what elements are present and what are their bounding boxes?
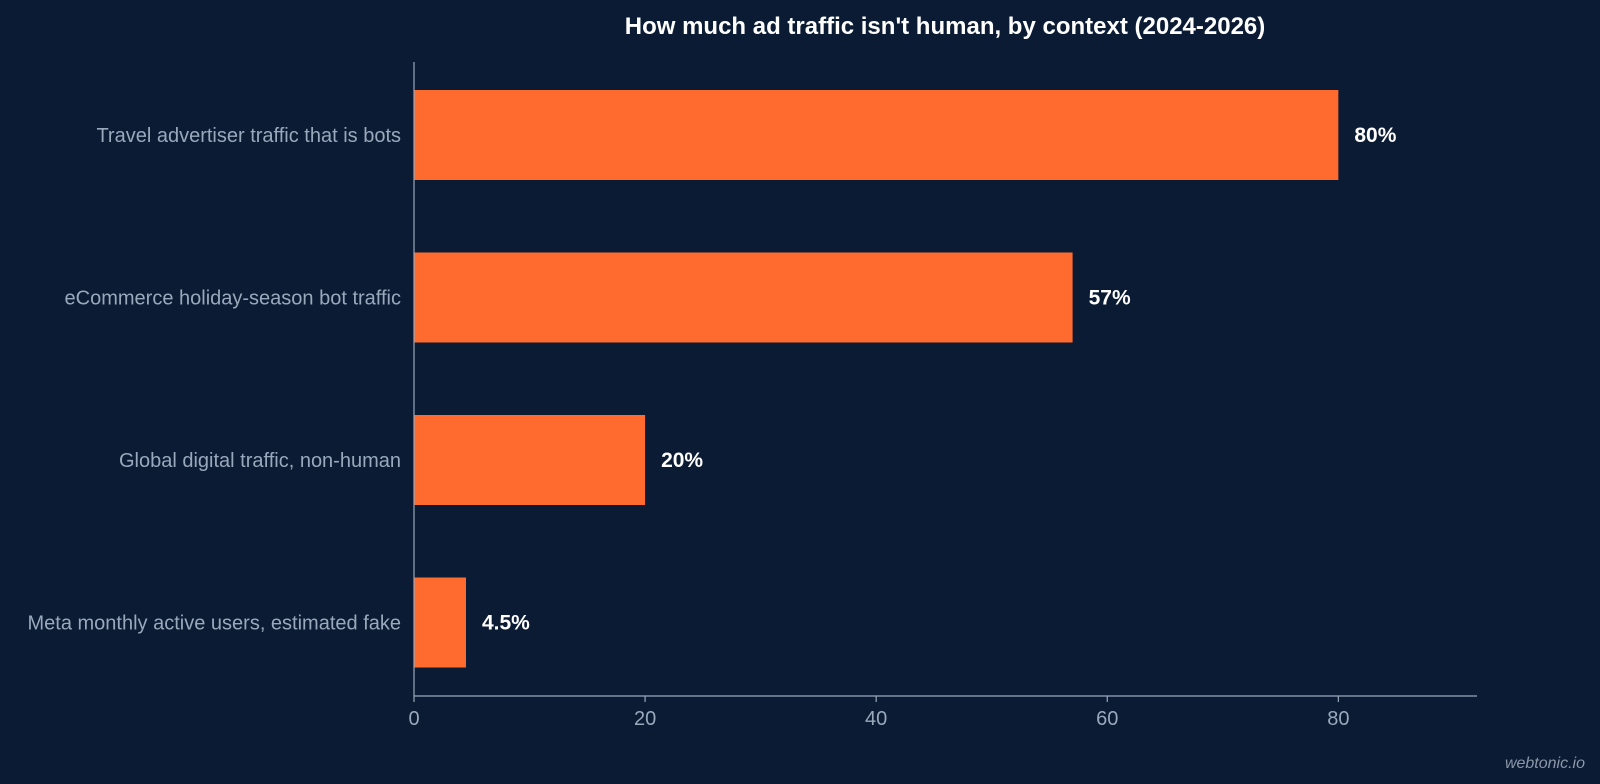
- x-tick-label: 0: [408, 708, 419, 730]
- bars-layer: [414, 90, 1339, 668]
- axes: [413, 62, 1477, 697]
- category-labels: Travel advertiser traffic that is bots eC…: [28, 125, 402, 635]
- x-axis-ticks: 0 20 40 60 80: [408, 696, 1349, 730]
- value-label: 20%: [661, 449, 703, 472]
- bar-1: [414, 252, 1073, 343]
- value-label: 4.5%: [482, 612, 530, 635]
- x-tick-label: 80: [1327, 708, 1349, 730]
- category-label: Global digital traffic, non-human: [119, 450, 401, 472]
- bar-3: [414, 577, 466, 668]
- value-label: 57%: [1089, 287, 1131, 310]
- value-label: 80%: [1354, 124, 1396, 147]
- category-label: eCommerce holiday-season bot traffic: [65, 288, 401, 310]
- x-tick-label: 40: [865, 708, 887, 730]
- watermark: webtonic.io: [1505, 755, 1585, 772]
- chart-title: How much ad traffic isn't human, by cont…: [625, 13, 1266, 40]
- category-label: Meta monthly active users, estimated fak…: [28, 613, 402, 635]
- value-labels: 80% 57% 20% 4.5%: [482, 124, 1397, 635]
- category-label: Travel advertiser traffic that is bots: [96, 125, 401, 147]
- bar-0: [414, 90, 1339, 180]
- bar-2: [414, 415, 646, 505]
- x-tick-label: 60: [1096, 708, 1118, 730]
- x-tick-label: 20: [634, 708, 656, 730]
